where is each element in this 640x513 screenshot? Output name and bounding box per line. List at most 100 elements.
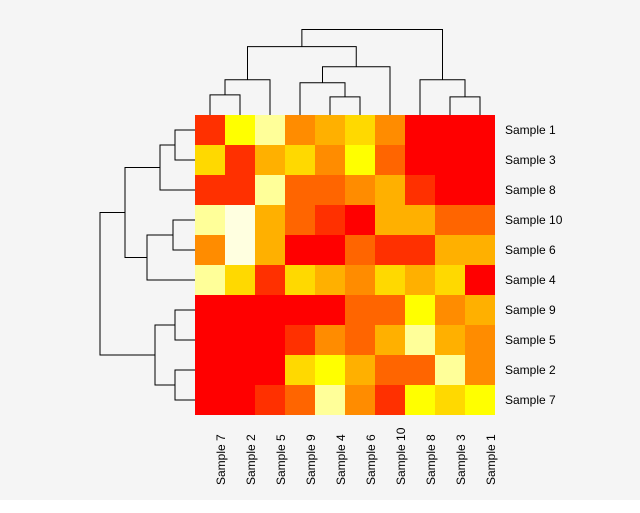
heatmap-cell xyxy=(195,295,225,325)
heatmap-cell xyxy=(255,205,285,235)
heatmap-cell xyxy=(255,265,285,295)
heatmap-cell xyxy=(255,385,285,415)
dendro-branch xyxy=(323,67,391,115)
dendro-branch xyxy=(100,213,155,356)
heatmap-cell xyxy=(195,205,225,235)
heatmap-cell xyxy=(375,205,405,235)
dendro-branch xyxy=(450,97,480,115)
heatmap-cell xyxy=(315,205,345,235)
dendro-branch xyxy=(225,80,270,115)
heatmap-cell xyxy=(315,115,345,145)
heatmap-cell xyxy=(465,115,495,145)
column-dendrogram xyxy=(195,25,495,115)
heatmap-cell xyxy=(315,385,345,415)
heatmap-cell xyxy=(375,235,405,265)
dendro-branch xyxy=(125,168,160,258)
heatmap-cell xyxy=(435,115,465,145)
heatmap-cell xyxy=(375,295,405,325)
heatmap-cell xyxy=(285,115,315,145)
heatmap-cell xyxy=(405,295,435,325)
heatmap-cell xyxy=(285,355,315,385)
heatmap-cell xyxy=(315,145,345,175)
heatmap-cell xyxy=(225,295,255,325)
heatmap-cell xyxy=(345,265,375,295)
heatmap-cell xyxy=(255,235,285,265)
row-label: Sample 10 xyxy=(505,213,562,227)
column-label: Sample 10 xyxy=(394,428,408,485)
heatmap-cell xyxy=(345,325,375,355)
heatmap-cell xyxy=(255,325,285,355)
dendro-branch xyxy=(155,325,175,385)
dendro-branch xyxy=(147,235,195,280)
row-label: Sample 6 xyxy=(505,243,556,257)
heatmap-cell xyxy=(375,115,405,145)
row-label: Sample 8 xyxy=(505,183,556,197)
dendro-branch xyxy=(330,97,360,115)
heatmap-cell xyxy=(405,175,435,205)
heatmap-cell xyxy=(375,385,405,415)
dendro-branch xyxy=(420,80,465,115)
heatmap-cell xyxy=(405,205,435,235)
heatmap-cell xyxy=(225,235,255,265)
column-label: Sample 8 xyxy=(424,434,438,485)
row-label: Sample 2 xyxy=(505,363,556,377)
heatmap-cell xyxy=(405,325,435,355)
heatmap-cell xyxy=(195,325,225,355)
heatmap-cell xyxy=(255,295,285,325)
heatmap-cell xyxy=(255,355,285,385)
dendro-branch xyxy=(300,83,345,115)
dendro-branch xyxy=(175,370,195,400)
heatmap-cell xyxy=(435,205,465,235)
heatmap-cell xyxy=(195,265,225,295)
column-label: Sample 6 xyxy=(364,434,378,485)
heatmap-cell xyxy=(195,175,225,205)
dendro-branch xyxy=(210,95,240,115)
heatmap-cell xyxy=(435,385,465,415)
heatmap-cell xyxy=(315,175,345,205)
column-label: Sample 2 xyxy=(244,434,258,485)
row-dendrogram xyxy=(95,115,195,415)
heatmap-cell xyxy=(225,175,255,205)
heatmap-cell xyxy=(435,265,465,295)
heatmap-cell xyxy=(225,355,255,385)
heatmap-cell xyxy=(465,355,495,385)
heatmap-cell xyxy=(405,385,435,415)
heatmap-cell xyxy=(195,145,225,175)
heatmap-cell xyxy=(375,145,405,175)
row-label: Sample 4 xyxy=(505,273,556,287)
heatmap-cell xyxy=(345,145,375,175)
heatmap-cell xyxy=(225,265,255,295)
column-label: Sample 4 xyxy=(334,434,348,485)
row-label: Sample 7 xyxy=(505,393,556,407)
heatmap-cell xyxy=(195,115,225,145)
heatmap-cell xyxy=(345,295,375,325)
heatmap-cell xyxy=(225,205,255,235)
heatmap-cell xyxy=(315,295,345,325)
heatmap-cell xyxy=(465,175,495,205)
heatmap-cell xyxy=(345,205,375,235)
heatmap-cell xyxy=(435,295,465,325)
heatmap-cell xyxy=(285,385,315,415)
heatmap-cell xyxy=(465,385,495,415)
heatmap-cell xyxy=(345,175,375,205)
heatmap-cell xyxy=(315,235,345,265)
heatmap-cell xyxy=(285,325,315,355)
column-label: Sample 1 xyxy=(484,434,498,485)
heatmap-cell xyxy=(405,115,435,145)
heatmap-cell xyxy=(435,355,465,385)
heatmap-cell xyxy=(315,325,345,355)
heatmap-cell xyxy=(225,385,255,415)
heatmap-cell xyxy=(375,355,405,385)
heatmap-cell xyxy=(225,115,255,145)
row-label: Sample 9 xyxy=(505,303,556,317)
heatmap-cell xyxy=(375,265,405,295)
heatmap-cell xyxy=(285,265,315,295)
heatmap-cell xyxy=(255,115,285,145)
heatmap-cell xyxy=(285,235,315,265)
heatmap-cell xyxy=(285,145,315,175)
dendro-branch xyxy=(160,145,195,190)
heatmap-cell xyxy=(285,205,315,235)
chart-stage: Sample 1Sample 3Sample 8Sample 10Sample … xyxy=(0,0,640,500)
heatmap-cell xyxy=(195,355,225,385)
heatmap-cell xyxy=(255,145,285,175)
